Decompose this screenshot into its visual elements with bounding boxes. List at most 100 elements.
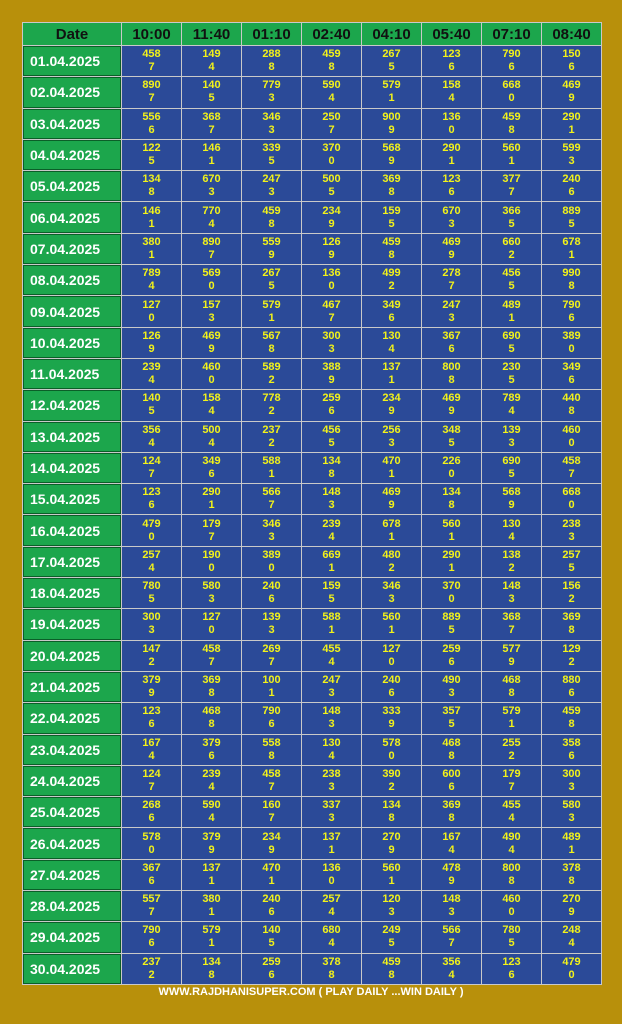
digit: 3: [268, 92, 275, 105]
panna: 356: [442, 955, 461, 968]
digit: 6: [148, 718, 155, 731]
panna: 349: [382, 298, 401, 311]
panna: 267: [382, 48, 401, 61]
panna: 357: [442, 705, 461, 718]
panna: 349: [562, 361, 581, 374]
result-cell: 137 1: [302, 828, 361, 859]
date-cell: 16.04.2025: [23, 515, 121, 546]
panna: 238: [322, 767, 341, 780]
digit: 9: [208, 342, 215, 355]
digit: 7: [508, 780, 515, 793]
result-cell: 566 7: [422, 922, 481, 953]
panna: 256: [382, 423, 401, 436]
date-cell: 26.04.2025: [23, 828, 121, 859]
panna: 240: [262, 580, 281, 593]
panna: 560: [442, 517, 461, 530]
digit: 3: [568, 812, 575, 825]
result-cell: 800 8: [482, 859, 541, 891]
result-cell: 489 1: [482, 296, 541, 327]
digit: 1: [568, 248, 575, 261]
result-cell: 100 1: [242, 671, 301, 703]
panna: 800: [502, 861, 521, 874]
result-cell: 190 0: [182, 546, 241, 578]
digit: 5: [508, 468, 515, 480]
panna: 790: [142, 924, 161, 937]
header-cell: 04:10: [362, 23, 421, 45]
result-cell: 378 8: [302, 953, 361, 984]
panna: 489: [502, 298, 521, 311]
date-cell: 10.04.2025: [23, 327, 121, 358]
panna: 379: [202, 830, 221, 843]
panna: 889: [442, 611, 461, 624]
result-cell: 789 4: [122, 265, 181, 296]
digit: 5: [568, 217, 575, 230]
panna: 134: [382, 799, 401, 812]
result-cell: 300 3: [542, 765, 601, 797]
panna: 459: [262, 204, 281, 217]
result-cell: 588 1: [242, 452, 301, 484]
digit: 4: [328, 937, 335, 950]
panna: 600: [442, 767, 461, 780]
digit: 9: [388, 405, 395, 418]
result-cell: 120 3: [362, 891, 421, 922]
panna: 369: [202, 674, 221, 687]
digit: 4: [208, 780, 215, 793]
result-cell: 468 8: [182, 703, 241, 734]
panna: 259: [322, 392, 341, 405]
result-cell: 680 4: [302, 922, 361, 953]
panna: 356: [142, 423, 161, 436]
panna: 368: [502, 611, 521, 624]
panna: 100: [262, 674, 281, 687]
panna: 455: [502, 799, 521, 812]
digit: 3: [568, 780, 575, 793]
result-cell: 578 0: [362, 734, 421, 765]
panna: 770: [202, 204, 221, 217]
date-cell: 14.04.2025: [23, 452, 121, 484]
digit: 4: [448, 968, 455, 981]
panna: 590: [202, 799, 221, 812]
result-cell: 889 5: [542, 202, 601, 233]
date-cell: 23.04.2025: [23, 734, 121, 765]
panna: 460: [202, 361, 221, 374]
panna: 690: [502, 329, 521, 342]
result-cell: 136 0: [302, 265, 361, 296]
panna: 247: [442, 298, 461, 311]
digit: 8: [268, 217, 275, 230]
digit: 8: [388, 968, 395, 981]
panna: 300: [142, 611, 161, 624]
result-cell: 456 5: [302, 421, 361, 452]
digit: 0: [568, 499, 575, 512]
digit: 3: [268, 624, 275, 637]
result-cell: 490 3: [422, 671, 481, 703]
digit: 7: [508, 186, 515, 199]
digit: 2: [388, 561, 395, 574]
panna: 588: [322, 611, 341, 624]
date-cell: 18.04.2025: [23, 578, 121, 609]
panna: 134: [142, 173, 161, 186]
result-cell: 558 8: [242, 734, 301, 765]
digit: 3: [388, 593, 395, 606]
result-cell: 366 5: [482, 202, 541, 233]
digit: 4: [328, 906, 335, 919]
digit: 0: [208, 374, 215, 387]
result-cell: 578 0: [122, 828, 181, 859]
result-cell: 557 7: [122, 891, 181, 922]
panna: 127: [202, 611, 221, 624]
result-cell: 890 7: [182, 233, 241, 265]
panna: 179: [202, 517, 221, 530]
digit: 3: [448, 906, 455, 919]
result-cell: 130 4: [362, 327, 421, 358]
panna: 579: [502, 705, 521, 718]
digit: 9: [268, 843, 275, 856]
digit: 1: [268, 687, 275, 700]
panna: 490: [442, 674, 461, 687]
result-cell: 148 3: [302, 703, 361, 734]
digit: 4: [208, 405, 215, 418]
result-cell: 500 5: [302, 171, 361, 202]
digit: 3: [328, 780, 335, 793]
digit: 3: [148, 624, 155, 637]
digit: 7: [268, 499, 275, 512]
panna: 490: [502, 830, 521, 843]
digit: 1: [328, 624, 335, 637]
digit: 5: [388, 61, 395, 74]
